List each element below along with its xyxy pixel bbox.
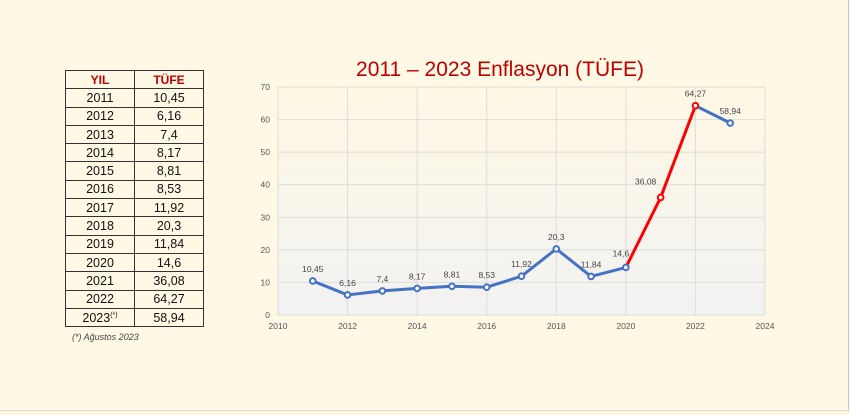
data-point xyxy=(691,101,700,110)
data-point xyxy=(378,287,387,295)
data-label: 7,4 xyxy=(376,274,388,284)
line-segment xyxy=(311,279,350,297)
chart-title: 2011 – 2023 Enflasyon (TÜFE) xyxy=(356,58,644,81)
footnote: (*) Ağustos 2023 xyxy=(72,332,139,342)
data-label: 8,53 xyxy=(478,270,495,280)
year-cell: 2015 xyxy=(65,161,135,181)
data-point xyxy=(656,193,665,202)
x-tick-label: 2020 xyxy=(616,321,635,331)
data-point xyxy=(448,282,456,291)
data-label: 36,08 xyxy=(635,176,657,186)
year-cell: 2014 xyxy=(65,143,135,163)
cpi-cell: 8,53 xyxy=(134,179,204,200)
data-point xyxy=(622,263,630,272)
data-point xyxy=(343,291,352,299)
year-text: 2023 xyxy=(82,310,111,325)
x-tick-label: 2014 xyxy=(408,321,427,331)
line-segment xyxy=(693,104,732,125)
footnote-marker: (*) xyxy=(110,311,118,319)
x-tick-label: 2012 xyxy=(338,321,357,331)
y-tick-label: 60 xyxy=(261,115,271,125)
line-segment xyxy=(554,247,593,278)
y-tick-label: 0 xyxy=(265,310,270,320)
data-label: 6,16 xyxy=(339,278,356,288)
data-label: 11,84 xyxy=(581,259,602,269)
table-row: 2022 64,27 xyxy=(65,289,204,309)
line-segment xyxy=(485,274,523,289)
header-cpi: TÜFE xyxy=(134,69,204,90)
table-row: 2013 7,4 xyxy=(65,124,204,145)
line-segment xyxy=(624,195,663,269)
x-tick-label: 2022 xyxy=(686,321,705,331)
data-point xyxy=(726,119,735,127)
table-header: YIL TÜFE xyxy=(65,69,204,90)
inflation-table: YIL TÜFE 2011 10,45 2012 6,16 2013 7,4 2014 8,1… xyxy=(65,69,204,328)
x-tick-label: 2016 xyxy=(477,321,496,331)
data-label: 20,3 xyxy=(548,232,565,242)
cpi-cell: 10,45 xyxy=(134,88,204,108)
year-cell: 2022 xyxy=(65,289,135,309)
data-label: 10,45 xyxy=(302,264,324,274)
year-cell: 2017 xyxy=(65,198,135,218)
line-segment xyxy=(415,284,454,290)
data-label: 8,81 xyxy=(444,269,461,279)
year-cell: 2019 xyxy=(65,234,135,254)
line-segment xyxy=(589,265,628,278)
y-tick-label: 30 xyxy=(261,212,271,222)
data-point xyxy=(308,277,317,285)
line-segment xyxy=(346,289,384,297)
y-tick-label: 40 xyxy=(261,180,271,190)
data-point xyxy=(587,272,595,281)
data-point xyxy=(517,272,526,280)
data-label: 58,94 xyxy=(720,106,742,116)
cpi-cell: 6,16 xyxy=(134,106,204,126)
line-segment xyxy=(450,284,489,289)
line-segment xyxy=(380,286,419,293)
table-row: 2015 8,81 xyxy=(65,161,204,181)
cpi-cell: 8,81 xyxy=(134,161,204,181)
data-label: 64,27 xyxy=(685,89,707,99)
cpi-cell: 11,84 xyxy=(134,234,204,254)
data-point xyxy=(413,284,421,293)
table-row: 2019 11,84 xyxy=(65,234,204,254)
cpi-cell: 58,94 xyxy=(134,307,204,328)
table-row: 2014 8,17 xyxy=(65,143,204,163)
x-tick-label: 2010 xyxy=(269,321,288,331)
year-cell: 2023(*) xyxy=(65,307,135,328)
data-label: 14,6 xyxy=(613,248,630,258)
line-segment xyxy=(659,104,697,199)
y-tick-label: 20 xyxy=(261,245,271,255)
y-tick-label: 70 xyxy=(261,82,271,92)
data-point xyxy=(482,283,491,292)
table-row: 2012 6,16 xyxy=(65,106,204,126)
y-tick-label: 50 xyxy=(261,147,271,157)
table-row: 2023(*) 58,94 xyxy=(65,307,204,328)
line-segment xyxy=(520,247,558,278)
data-label: 11,92 xyxy=(511,259,532,269)
x-tick-label: 2024 xyxy=(756,321,775,331)
y-tick-label: 10 xyxy=(261,277,271,287)
data-label: 8,17 xyxy=(409,271,426,281)
cpi-cell: 14,6 xyxy=(134,252,204,273)
x-tick-label: 2018 xyxy=(547,321,566,331)
data-point xyxy=(552,245,561,253)
